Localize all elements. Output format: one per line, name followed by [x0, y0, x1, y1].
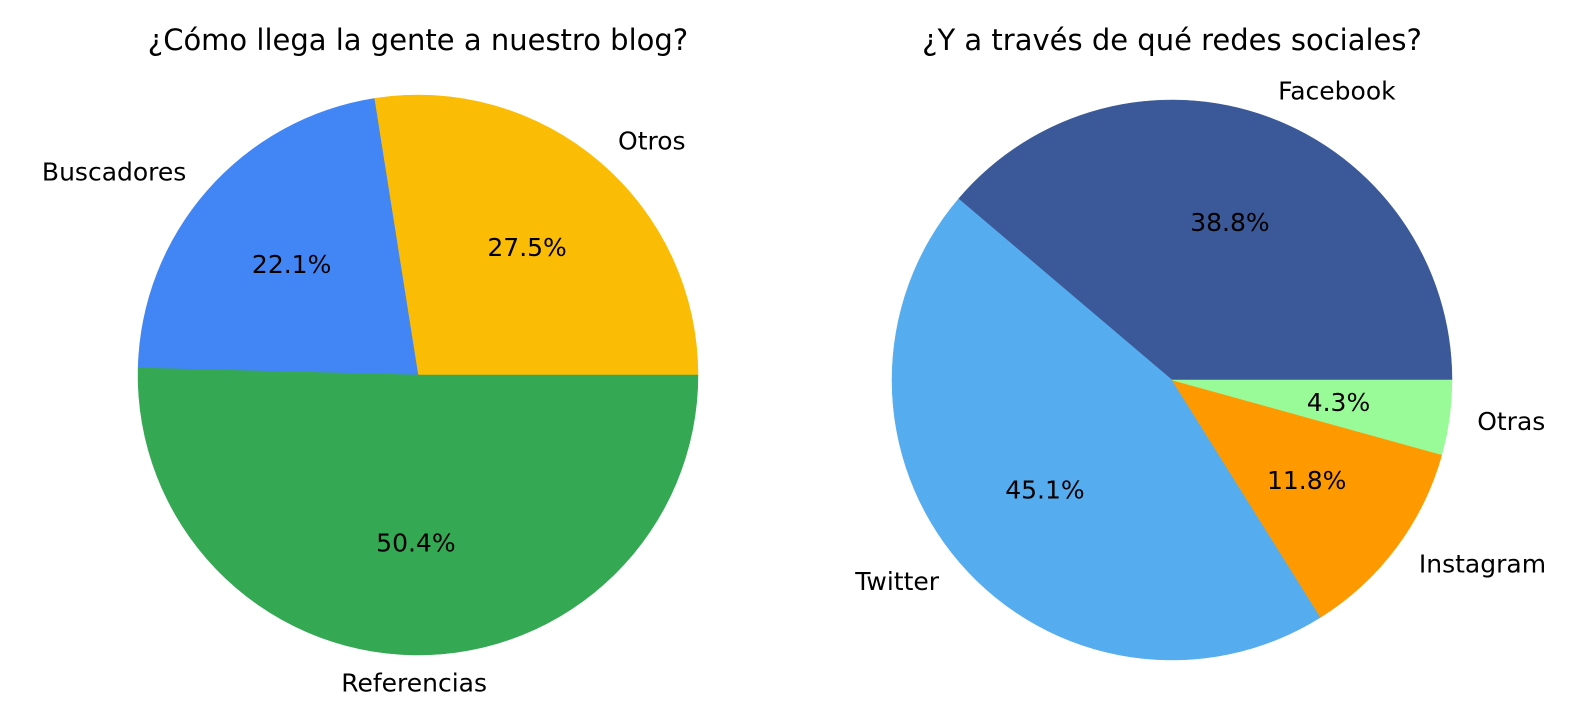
pie-slice-instagram: [1171, 379, 1443, 618]
pie-slice-otros: [373, 94, 699, 376]
pie-category-label-otros: Otros: [618, 126, 686, 155]
pie-slice-twitter: [891, 198, 1321, 661]
pie-labels-blog-traffic: 27.5% Otros 22.1% Buscadores 50.4% Referencia…: [42, 126, 686, 697]
chart-title-blog-traffic: ¿Cómo llega la gente a nuestro blog?: [148, 23, 688, 57]
pie-pct-label-facebook: 38.8%: [1190, 208, 1269, 237]
pie-pct-label-instagram: 11.8%: [1267, 466, 1346, 495]
pie-category-label-facebook: Facebook: [1278, 76, 1396, 105]
pie-pct-label-otros: 27.5%: [487, 233, 566, 262]
pie-category-label-otras: Otras: [1477, 407, 1545, 436]
pie-category-label-buscadores: Buscadores: [42, 158, 186, 187]
pie-pct-label-otras: 4.3%: [1307, 388, 1371, 417]
pie-category-label-twitter: Twitter: [854, 567, 940, 596]
pie-category-label-referencias: Referencias: [341, 668, 487, 697]
pie-slices-social-networks: [891, 99, 1453, 661]
pie-slice-otras: [1171, 379, 1453, 456]
pie-pct-label-twitter: 45.1%: [1005, 475, 1084, 504]
chart-title-social-networks: ¿Y a través de qué redes sociales?: [922, 23, 1422, 57]
pie-category-label-instagram: Instagram: [1419, 550, 1546, 579]
pie-slices-blog-traffic: [137, 94, 699, 656]
pie-slice-buscadores: [137, 98, 419, 376]
pie-labels-social-networks: 38.8% Facebook 45.1% Twitter 11.8% Instagram 4…: [854, 76, 1546, 596]
pie-chart-blog-traffic: ¿Cómo llega la gente a nuestro blog? 27.…: [42, 23, 699, 697]
pie-slice-referencias: [137, 367, 699, 656]
pie-chart-social-networks: ¿Y a través de qué redes sociales? 38.8%…: [854, 23, 1546, 661]
pie-pct-label-buscadores: 22.1%: [252, 250, 331, 279]
pie-slice-facebook: [958, 99, 1453, 381]
pie-pct-label-referencias: 50.4%: [376, 528, 455, 557]
